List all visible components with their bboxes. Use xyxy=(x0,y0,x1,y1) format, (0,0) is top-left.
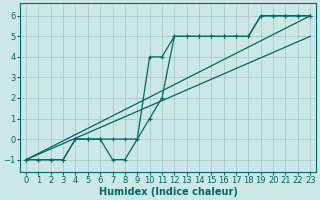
X-axis label: Humidex (Indice chaleur): Humidex (Indice chaleur) xyxy=(99,187,237,197)
